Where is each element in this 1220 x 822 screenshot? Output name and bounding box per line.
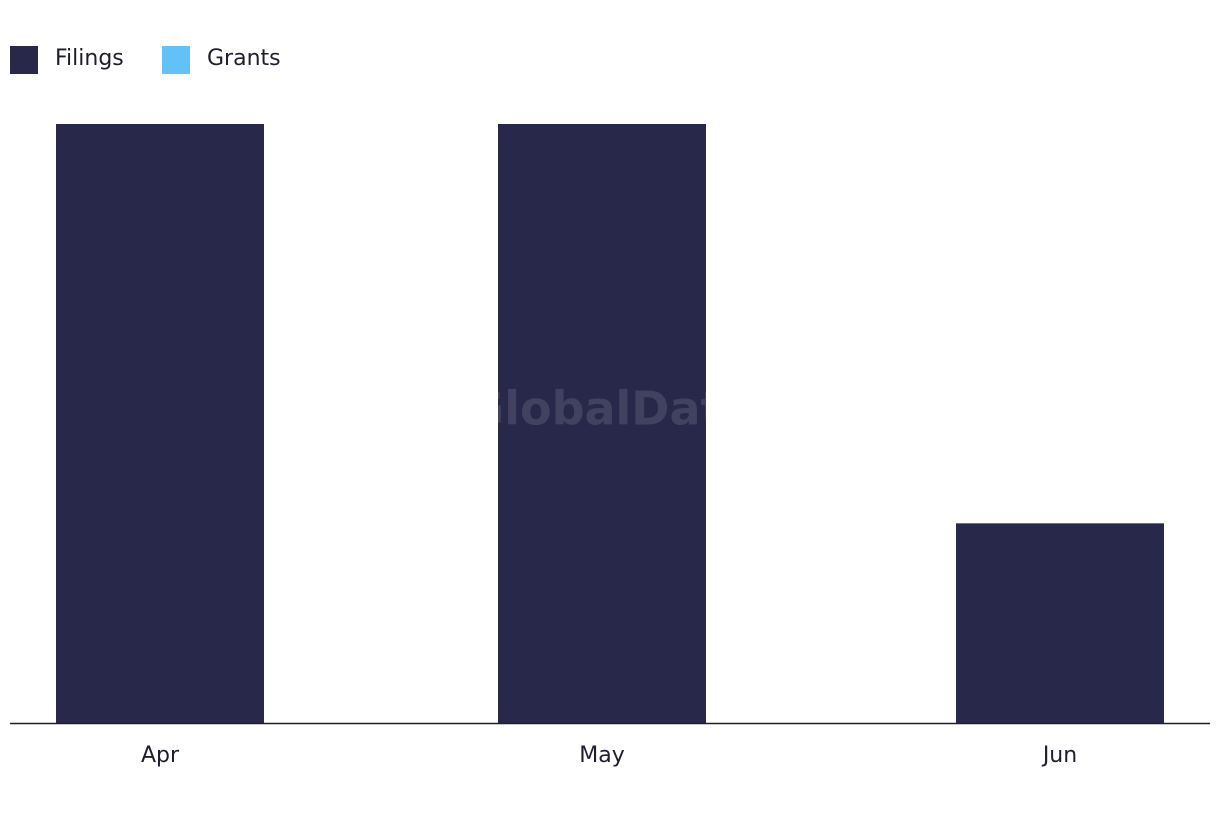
legend-swatch bbox=[162, 46, 190, 74]
legend-label: Grants bbox=[207, 46, 281, 71]
x-tick-label: May bbox=[579, 743, 624, 768]
legend-label: Filings bbox=[55, 46, 124, 71]
watermark: GlobalData bbox=[466, 382, 753, 436]
x-tick-label: Apr bbox=[141, 743, 180, 768]
bar bbox=[498, 124, 706, 723]
bar bbox=[56, 124, 264, 723]
bar bbox=[956, 523, 1164, 723]
legend-swatch bbox=[10, 46, 38, 74]
x-tick-label: Jun bbox=[1041, 743, 1077, 768]
